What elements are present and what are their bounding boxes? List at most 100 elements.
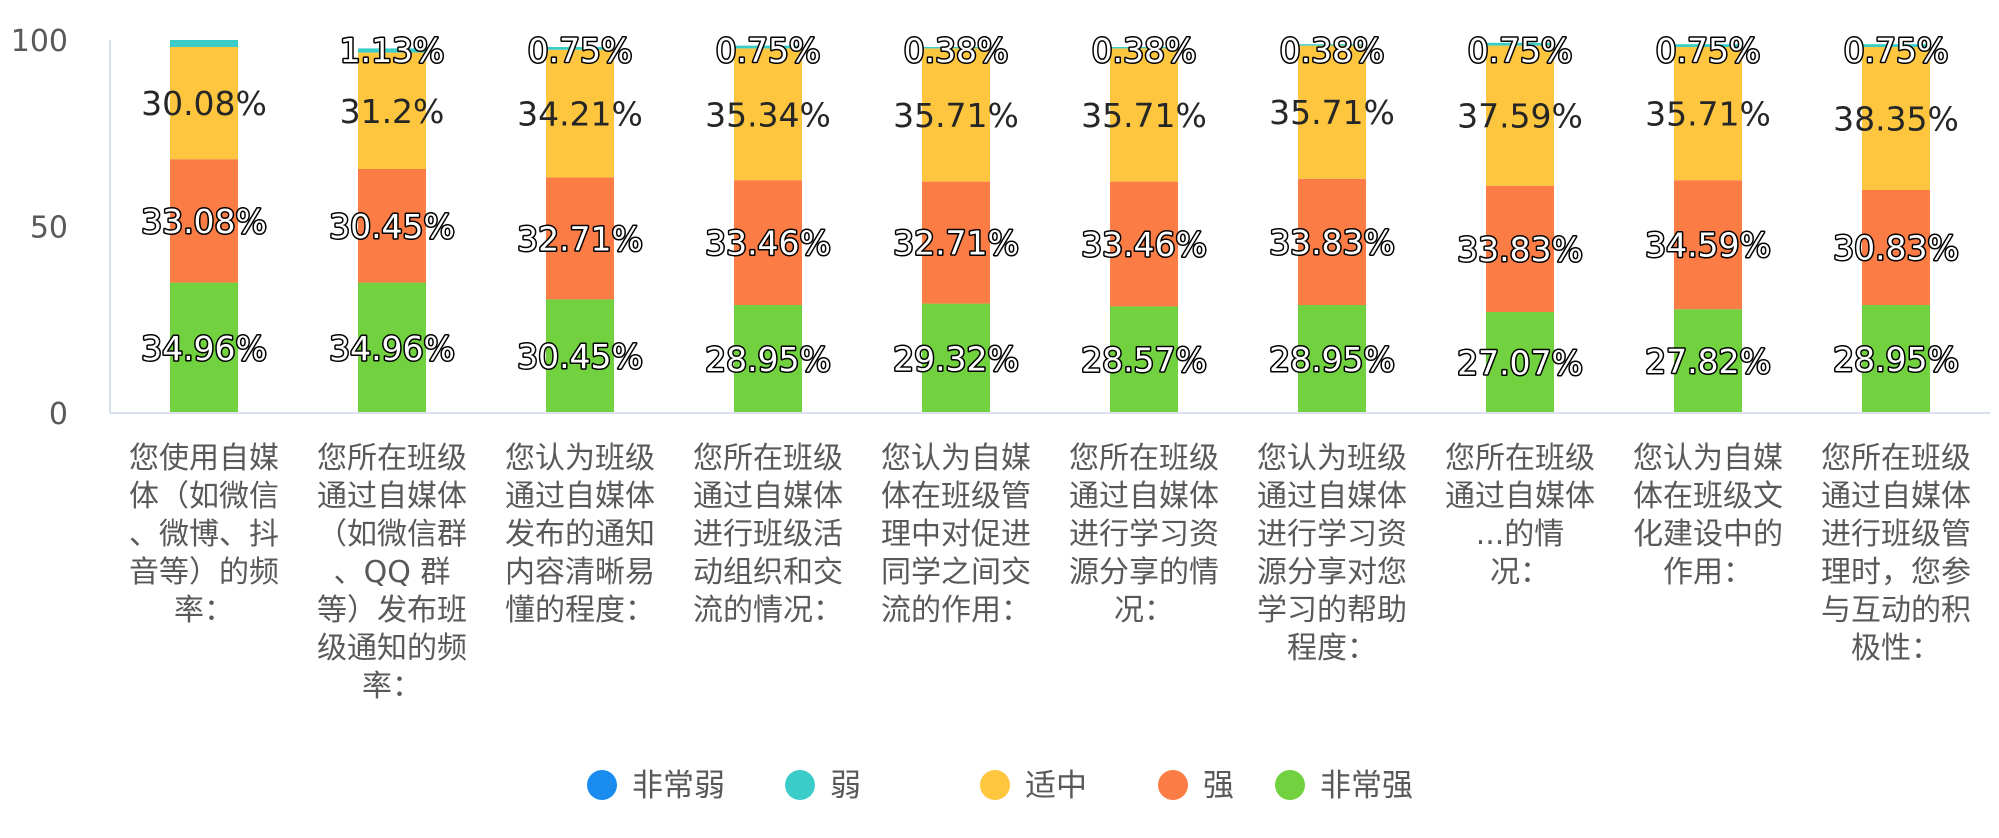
data-label: 30.45%	[329, 207, 455, 246]
data-label: 28.95%	[705, 340, 831, 379]
bar-segment	[1298, 44, 1366, 46]
legend-marker	[587, 770, 617, 800]
data-label: 0.75%	[528, 31, 633, 70]
category-label-line: 源分享的情	[1069, 555, 1219, 590]
category-label-line: 学习的帮助	[1257, 593, 1407, 628]
category-label-line: 您认为班级	[1257, 441, 1407, 476]
bar-segment	[1862, 44, 1930, 47]
category-label-line: 体（如微信	[129, 479, 279, 514]
category-label: 您认为班级通过自媒体发布的通知内容清晰易懂的程度：	[505, 441, 655, 628]
legend-label: 非常弱	[632, 768, 725, 804]
category-label-line: 您认为自媒	[881, 441, 1031, 476]
data-label: 35.71%	[893, 96, 1019, 135]
bar-segment	[1862, 305, 1930, 413]
bar-segment	[1862, 190, 1930, 305]
bar-segment	[1486, 42, 1554, 46]
category-label-line: 同学之间交	[881, 555, 1031, 590]
legend: 非常弱 弱 适中 强 非常强	[587, 768, 1413, 804]
bars-layer	[170, 40, 1930, 413]
bar-segment	[1674, 180, 1742, 310]
bar-segment	[1486, 185, 1554, 312]
bar-segment	[546, 49, 614, 178]
bar-segment	[170, 282, 238, 413]
category-label-line: 、微博、抖	[129, 517, 279, 552]
category-label-line: 内容清晰易	[505, 555, 655, 590]
data-label: 0.75%	[716, 31, 821, 70]
bar-segment	[1110, 306, 1178, 413]
category-label-line: ...的情	[1476, 517, 1565, 552]
category-label-line: 体在班级文	[1633, 479, 1783, 514]
category-label-line: 与互动的积	[1821, 593, 1971, 628]
category-label-line: 化建设中的	[1633, 517, 1783, 552]
category-label-line: 懂的程度：	[505, 593, 655, 628]
category-label-line: 您使用自媒	[129, 441, 279, 476]
bar-segment	[358, 282, 426, 413]
data-label: 29.32%	[893, 339, 1019, 378]
data-label: 0.75%	[1656, 31, 1761, 70]
category-label-line: 、QQ 群	[334, 555, 451, 590]
category-label-line: 通过自媒体	[1445, 479, 1595, 514]
bar-segment	[1486, 45, 1554, 186]
data-label: 30.83%	[1833, 229, 1959, 268]
data-label: 33.46%	[705, 224, 831, 263]
category-labels-layer: 您使用自媒体（如微信、微博、抖音等）的频率：您所在班级通过自媒体（如微信群、QQ…	[129, 441, 1971, 704]
category-label-line: 进行学习资	[1257, 517, 1407, 552]
bar-segment	[734, 180, 802, 305]
bar-segment	[1674, 309, 1742, 413]
data-label: 35.34%	[705, 95, 831, 134]
category-label-line: 等）发布班	[317, 593, 467, 628]
category-label: 您所在班级通过自媒体（如微信群、QQ 群等）发布班级通知的频率：	[317, 441, 467, 704]
category-label-line: 通过自媒体	[1821, 479, 1971, 514]
category-label-line: 动组织和交	[693, 555, 843, 590]
category-label-line: 流的作用：	[881, 593, 1031, 628]
data-label: 28.95%	[1833, 340, 1959, 379]
axes-layer: 0 50 100	[11, 24, 1990, 432]
category-label-line: 源分享对您	[1257, 555, 1407, 590]
category-label-line: 率：	[362, 669, 422, 704]
bar-segment	[1486, 312, 1554, 413]
data-label: 0.38%	[1280, 31, 1385, 70]
category-label: 您认为自媒体在班级文化建设中的作用：	[1633, 441, 1783, 590]
data-label: 35.71%	[1269, 93, 1395, 132]
category-label-line: （如微信群	[317, 517, 467, 552]
bar-segment	[546, 299, 614, 413]
category-label-line: 通过自媒体	[505, 479, 655, 514]
data-label: 30.08%	[141, 84, 267, 123]
bar-segment	[734, 48, 802, 181]
bar-segment	[734, 305, 802, 413]
bar-segment	[170, 40, 238, 47]
category-label-line: 通过自媒体	[1069, 479, 1219, 514]
category-label-line: 您所在班级	[1821, 441, 1971, 476]
category-label-line: 程度：	[1287, 631, 1377, 666]
category-label-line: 通过自媒体	[693, 479, 843, 514]
y-tick-label: 0	[49, 397, 68, 432]
bar-segment	[922, 303, 990, 413]
legend-marker	[1158, 770, 1188, 800]
bar-segment	[1110, 181, 1178, 307]
bar-segment	[1298, 45, 1366, 179]
category-label-line: 音等）的频	[129, 555, 279, 590]
data-label: 33.83%	[1269, 223, 1395, 262]
category-label: 您使用自媒体（如微信、微博、抖音等）的频率：	[129, 441, 279, 628]
data-label: 38.35%	[1833, 100, 1959, 139]
data-label: 34.59%	[1645, 226, 1771, 265]
data-label: 30.45%	[517, 337, 643, 376]
data-labels-layer: 34.96% 33.08% 30.08% 34.96% 30.45% 31.2% 1.13%…	[140, 30, 1961, 385]
category-label: 您所在班级通过自媒体...的情况：	[1445, 441, 1595, 590]
data-label: 33.46%	[1081, 225, 1207, 264]
category-label-line: 率：	[174, 593, 234, 628]
bar-segment	[922, 181, 990, 304]
data-label: 35.71%	[1081, 96, 1207, 135]
category-label-line: 发布的通知	[505, 517, 655, 552]
bar-segment	[1110, 47, 1178, 49]
data-label: 37.59%	[1457, 97, 1583, 136]
category-label-line: 通过自媒体	[317, 479, 467, 514]
data-label: 28.57%	[1081, 341, 1207, 380]
bar-segment	[170, 47, 238, 160]
bar-segment	[358, 48, 426, 53]
category-label-line: 您认为自媒	[1633, 441, 1783, 476]
bar-segment	[922, 47, 990, 49]
bar-segment	[1110, 48, 1178, 182]
category-label-line: 体在班级管	[881, 479, 1031, 514]
